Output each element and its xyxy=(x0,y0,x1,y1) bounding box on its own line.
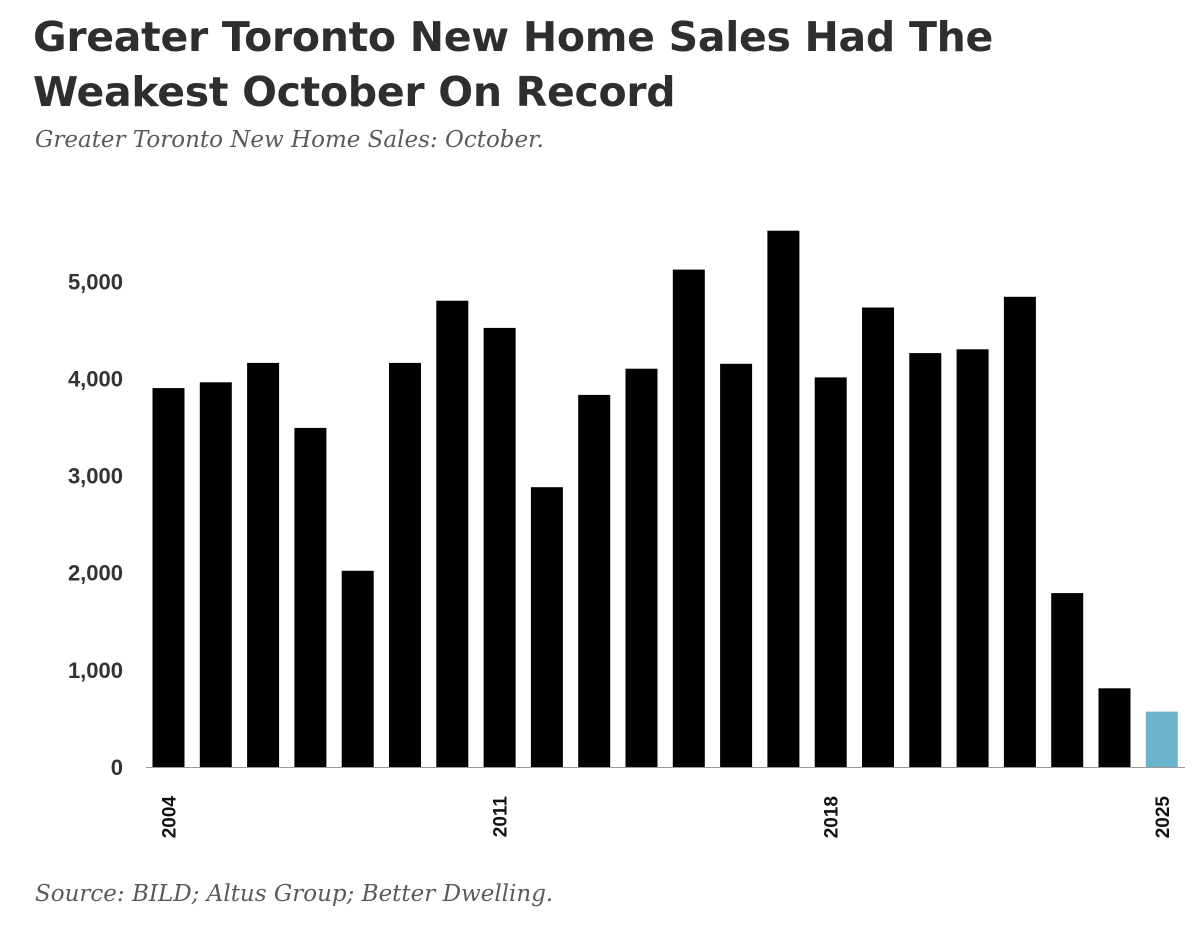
bar-2010 xyxy=(436,300,469,767)
bars-group xyxy=(152,230,1178,767)
y-tick-label: 2,000 xyxy=(68,561,123,586)
bar-2011 xyxy=(483,327,516,767)
bar-2017 xyxy=(767,230,800,767)
bar-2007 xyxy=(294,427,327,767)
chart-subtitle: Greater Toronto New Home Sales: October. xyxy=(35,127,544,153)
y-tick-label: 5,000 xyxy=(68,269,123,294)
bar-2025 xyxy=(1145,711,1178,767)
x-tick-label: 2011 xyxy=(491,796,512,838)
bar-2022 xyxy=(1003,296,1036,767)
bar-2024 xyxy=(1098,688,1131,767)
bar-2021 xyxy=(956,349,989,767)
bar-2009 xyxy=(389,362,421,767)
source-note: Source: BILD; Altus Group; Better Dwelli… xyxy=(35,881,554,907)
bar-2014 xyxy=(625,368,658,767)
bar-2008 xyxy=(341,570,374,767)
x-tick-label: 2004 xyxy=(160,796,181,839)
bar-2013 xyxy=(578,394,611,767)
x-axis-ticks: 2004 2011 2018 2025 xyxy=(160,796,1174,839)
bar-2023 xyxy=(1051,593,1084,767)
bar-2018 xyxy=(814,377,847,767)
chart-title: Greater Toronto New Home Sales Had The W… xyxy=(33,13,994,116)
x-tick-label: 2018 xyxy=(822,796,843,838)
bar-2015 xyxy=(672,269,705,767)
y-tick-label: 1,000 xyxy=(68,658,123,683)
bar-2012 xyxy=(530,487,563,767)
bar-2019 xyxy=(862,307,894,767)
y-axis-ticks: 0 1,000 2,000 3,000 4,000 5,000 xyxy=(68,269,123,780)
y-tick-label: 4,000 xyxy=(68,366,123,391)
bar-2020 xyxy=(909,353,942,767)
bar-2005 xyxy=(199,382,232,767)
bar-2004 xyxy=(152,388,185,767)
y-tick-label: 0 xyxy=(111,755,123,780)
y-tick-label: 3,000 xyxy=(68,464,123,489)
bar-2006 xyxy=(247,362,280,767)
bar-2016 xyxy=(720,363,753,767)
x-tick-label: 2025 xyxy=(1153,796,1174,839)
